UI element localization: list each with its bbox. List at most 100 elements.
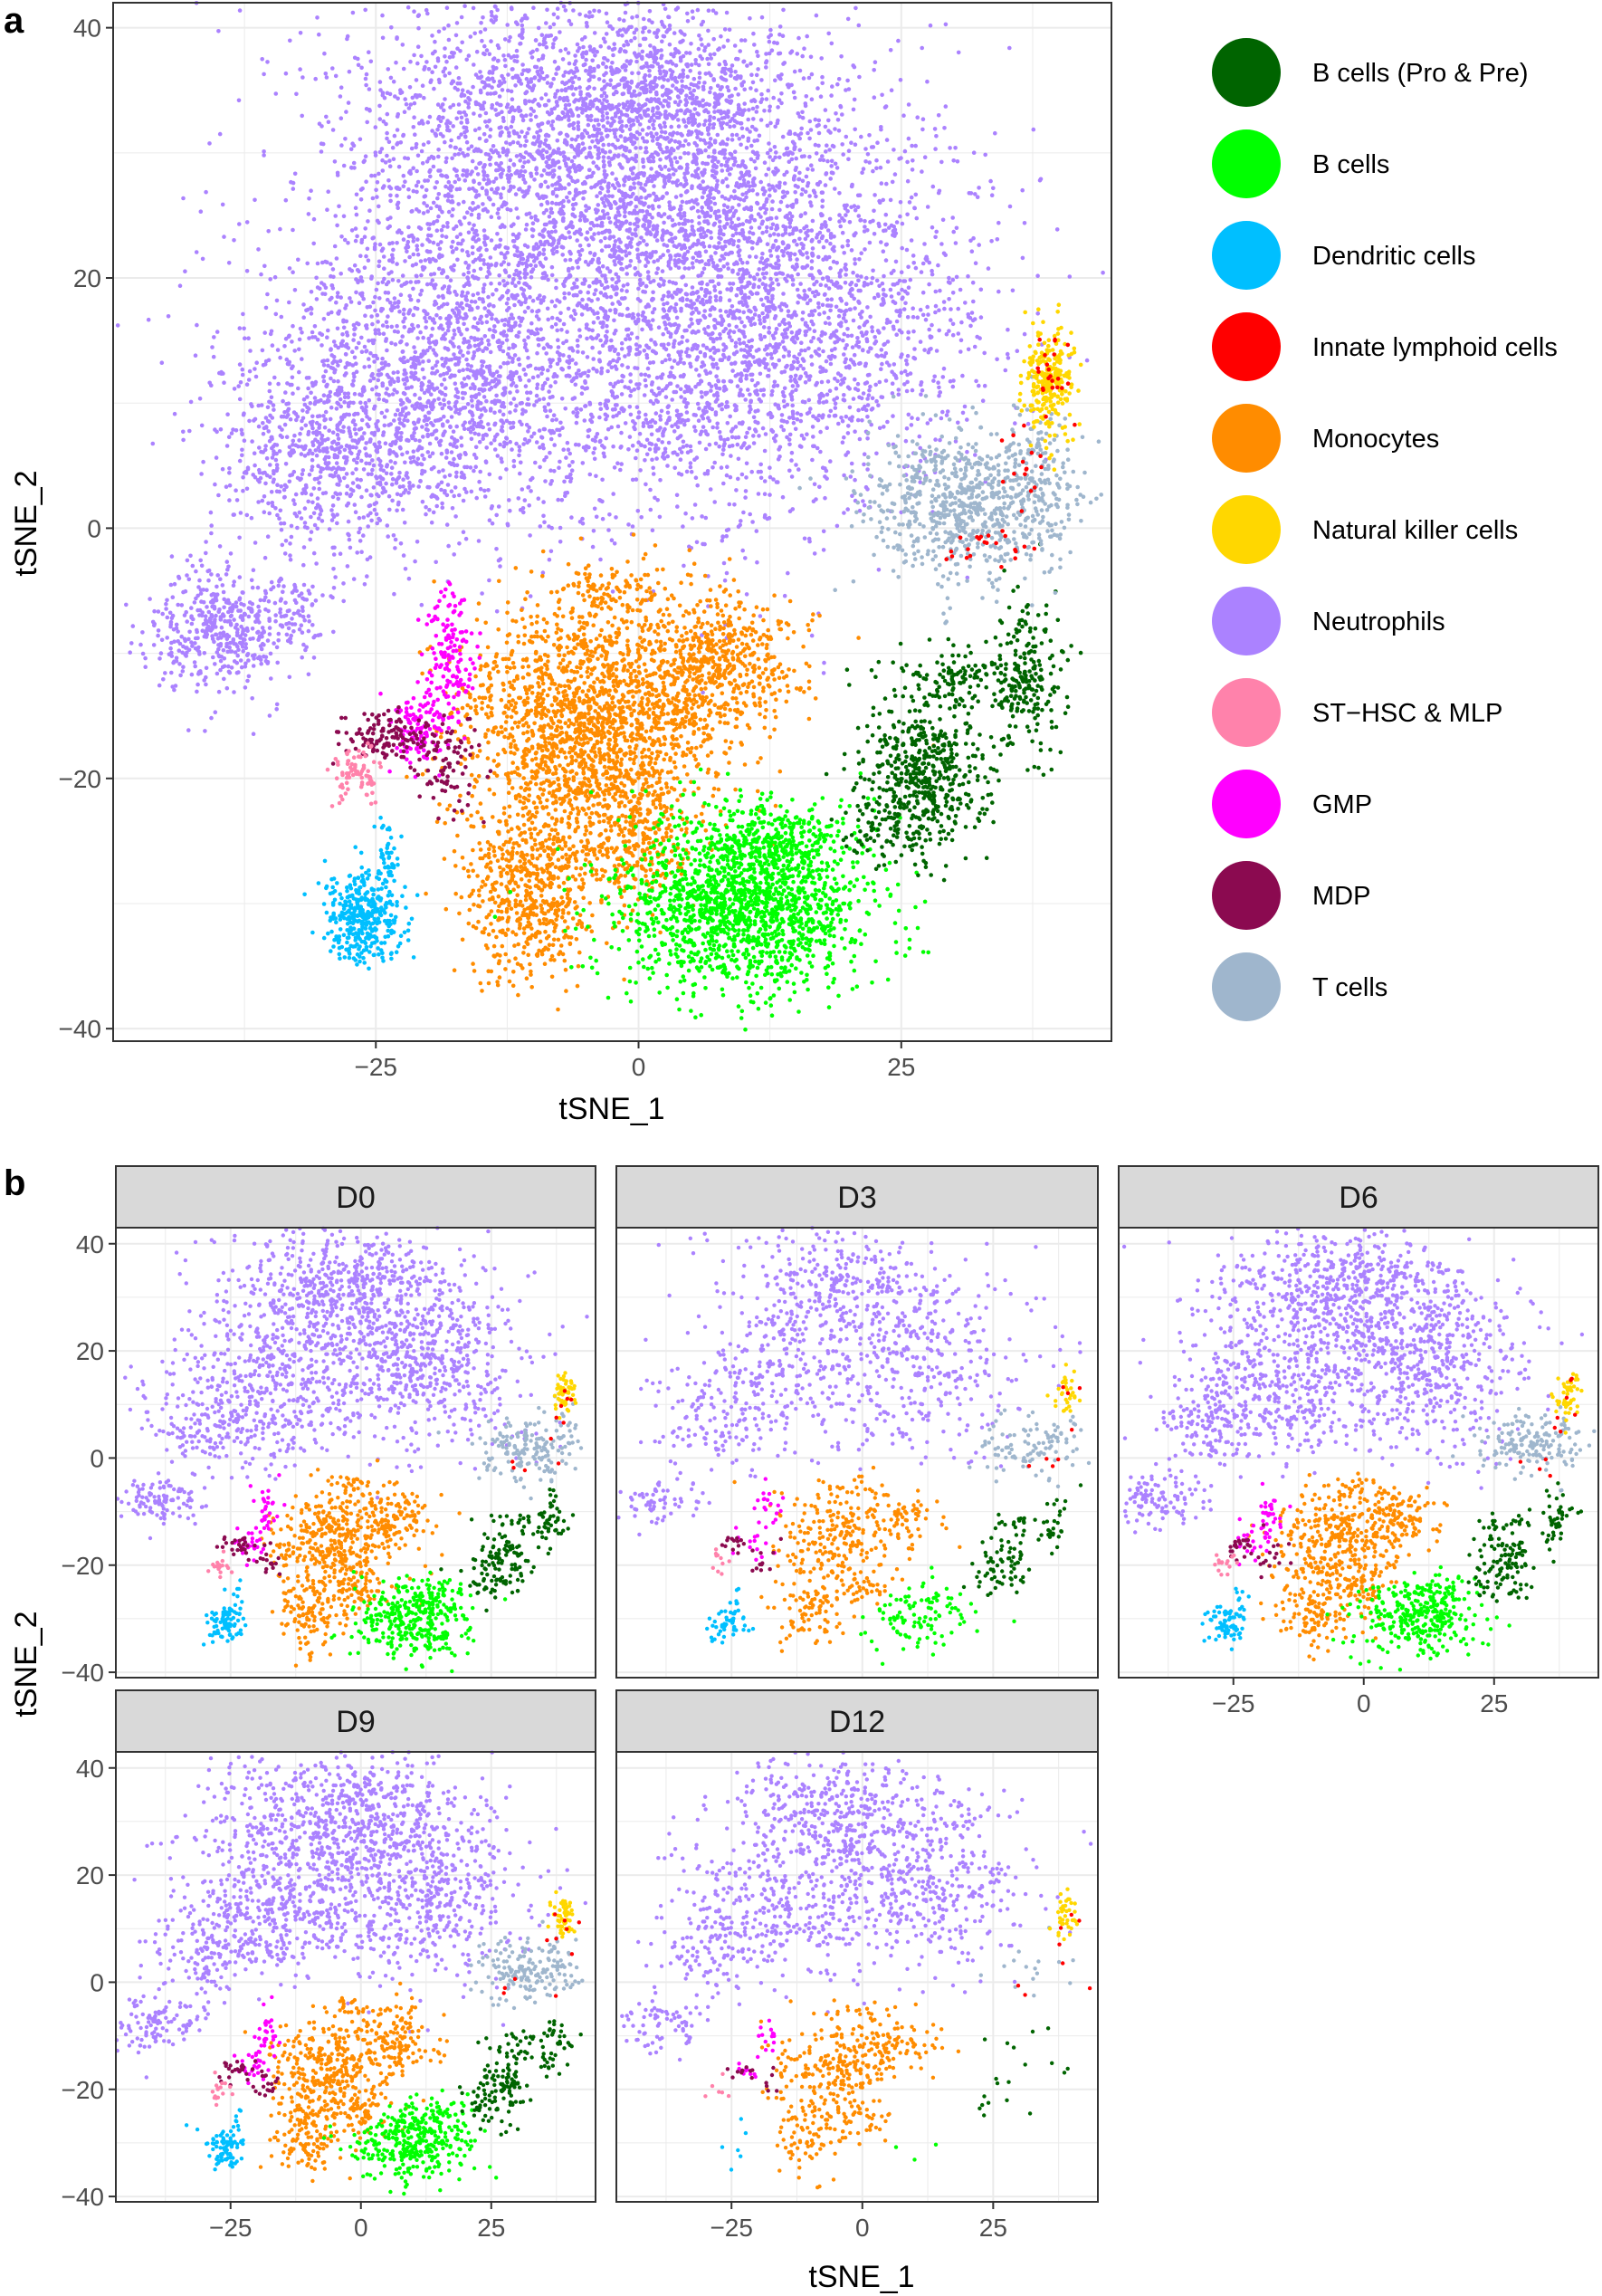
point-neut	[472, 224, 476, 228]
point-neut	[673, 156, 678, 160]
point-neut	[577, 77, 582, 81]
point-neut	[788, 225, 793, 229]
point-neut	[567, 103, 572, 108]
point-neut	[409, 102, 414, 107]
point-neut	[355, 213, 359, 217]
point-neut	[554, 72, 558, 76]
point-neut	[397, 165, 402, 169]
point-neut	[344, 110, 348, 114]
point-neut	[750, 246, 755, 251]
point-neut	[622, 183, 626, 187]
point-neut	[181, 196, 186, 201]
point-neut	[515, 154, 520, 158]
point-neut	[778, 24, 783, 29]
point-neut	[319, 141, 324, 146]
point-neut	[608, 309, 613, 313]
point-neut	[413, 101, 417, 106]
point-neut	[525, 212, 529, 216]
point-neut	[562, 5, 567, 9]
point-neut	[737, 203, 741, 207]
point-neut	[293, 172, 298, 177]
point-neut	[483, 27, 488, 32]
point-neut	[548, 215, 552, 219]
point-neut	[454, 65, 459, 70]
point-neut	[378, 80, 383, 84]
point-neut	[835, 82, 840, 87]
point-neut	[686, 151, 691, 156]
point-neut	[520, 129, 524, 134]
point-neut	[666, 78, 671, 82]
point-neut	[834, 111, 838, 116]
point-neut	[755, 110, 759, 114]
point-neut	[920, 169, 924, 174]
point-neut	[905, 160, 910, 165]
point-neut	[484, 111, 489, 116]
point-neut	[642, 17, 646, 22]
point-neut	[354, 291, 358, 295]
point-neut	[753, 218, 758, 223]
point-neut	[428, 115, 433, 120]
point-neut	[740, 193, 745, 197]
point-neut	[820, 81, 825, 86]
point-neut	[494, 288, 499, 292]
point-neut	[488, 52, 492, 56]
point-neut	[408, 85, 413, 90]
point-neut	[567, 230, 571, 234]
point-neut	[523, 169, 528, 174]
point-neut	[597, 9, 602, 14]
point-neut	[766, 151, 770, 156]
point-neut	[481, 15, 485, 20]
point-neut	[524, 150, 529, 155]
point-neut	[378, 243, 383, 247]
point-neut	[662, 221, 666, 225]
point-neut	[544, 160, 548, 165]
point-neut	[364, 154, 368, 158]
panel-a-plot: −40−2002040−25 0 25	[59, 1, 1112, 1081]
point-neut	[549, 207, 554, 212]
point-neut	[412, 115, 416, 120]
point-neut	[436, 148, 441, 152]
point-neut	[576, 135, 580, 139]
point-neut	[513, 109, 518, 113]
point-neut	[520, 62, 525, 67]
point-neut	[619, 134, 624, 139]
point-neut	[543, 41, 548, 45]
point-neut	[291, 187, 296, 191]
point-neut	[765, 97, 769, 101]
point-neut	[391, 146, 396, 150]
point-neut	[316, 262, 320, 266]
point-neut	[365, 120, 369, 125]
point-neut	[558, 131, 563, 136]
point-neut	[482, 177, 487, 182]
panel-a-label: a	[4, 1, 24, 41]
point-neut	[296, 258, 300, 263]
point-neut	[910, 196, 914, 200]
point-neut	[274, 91, 279, 96]
point-neut	[385, 320, 389, 324]
point-neut	[460, 116, 464, 120]
point-neut	[756, 54, 760, 59]
point-neut	[809, 128, 814, 132]
point-neut	[532, 177, 537, 182]
point-neut	[559, 89, 564, 93]
point-neut	[412, 239, 416, 244]
point-neut	[859, 135, 863, 139]
point-neut	[622, 43, 626, 48]
point-neut	[510, 97, 515, 101]
point-neut	[587, 284, 592, 289]
point-neut	[697, 47, 701, 52]
point-neut	[766, 124, 770, 129]
point-neut	[764, 65, 768, 70]
point-neut	[445, 221, 450, 225]
point-neut	[797, 171, 802, 176]
point-neut	[339, 143, 344, 148]
point-neut	[498, 154, 502, 158]
point-neut	[551, 77, 556, 81]
point-neut	[601, 114, 606, 119]
point-neut	[389, 25, 394, 30]
point-neut	[586, 291, 591, 295]
point-neut	[763, 211, 768, 215]
point-neut	[694, 96, 699, 100]
point-neut	[402, 67, 406, 72]
point-neut	[840, 142, 844, 147]
